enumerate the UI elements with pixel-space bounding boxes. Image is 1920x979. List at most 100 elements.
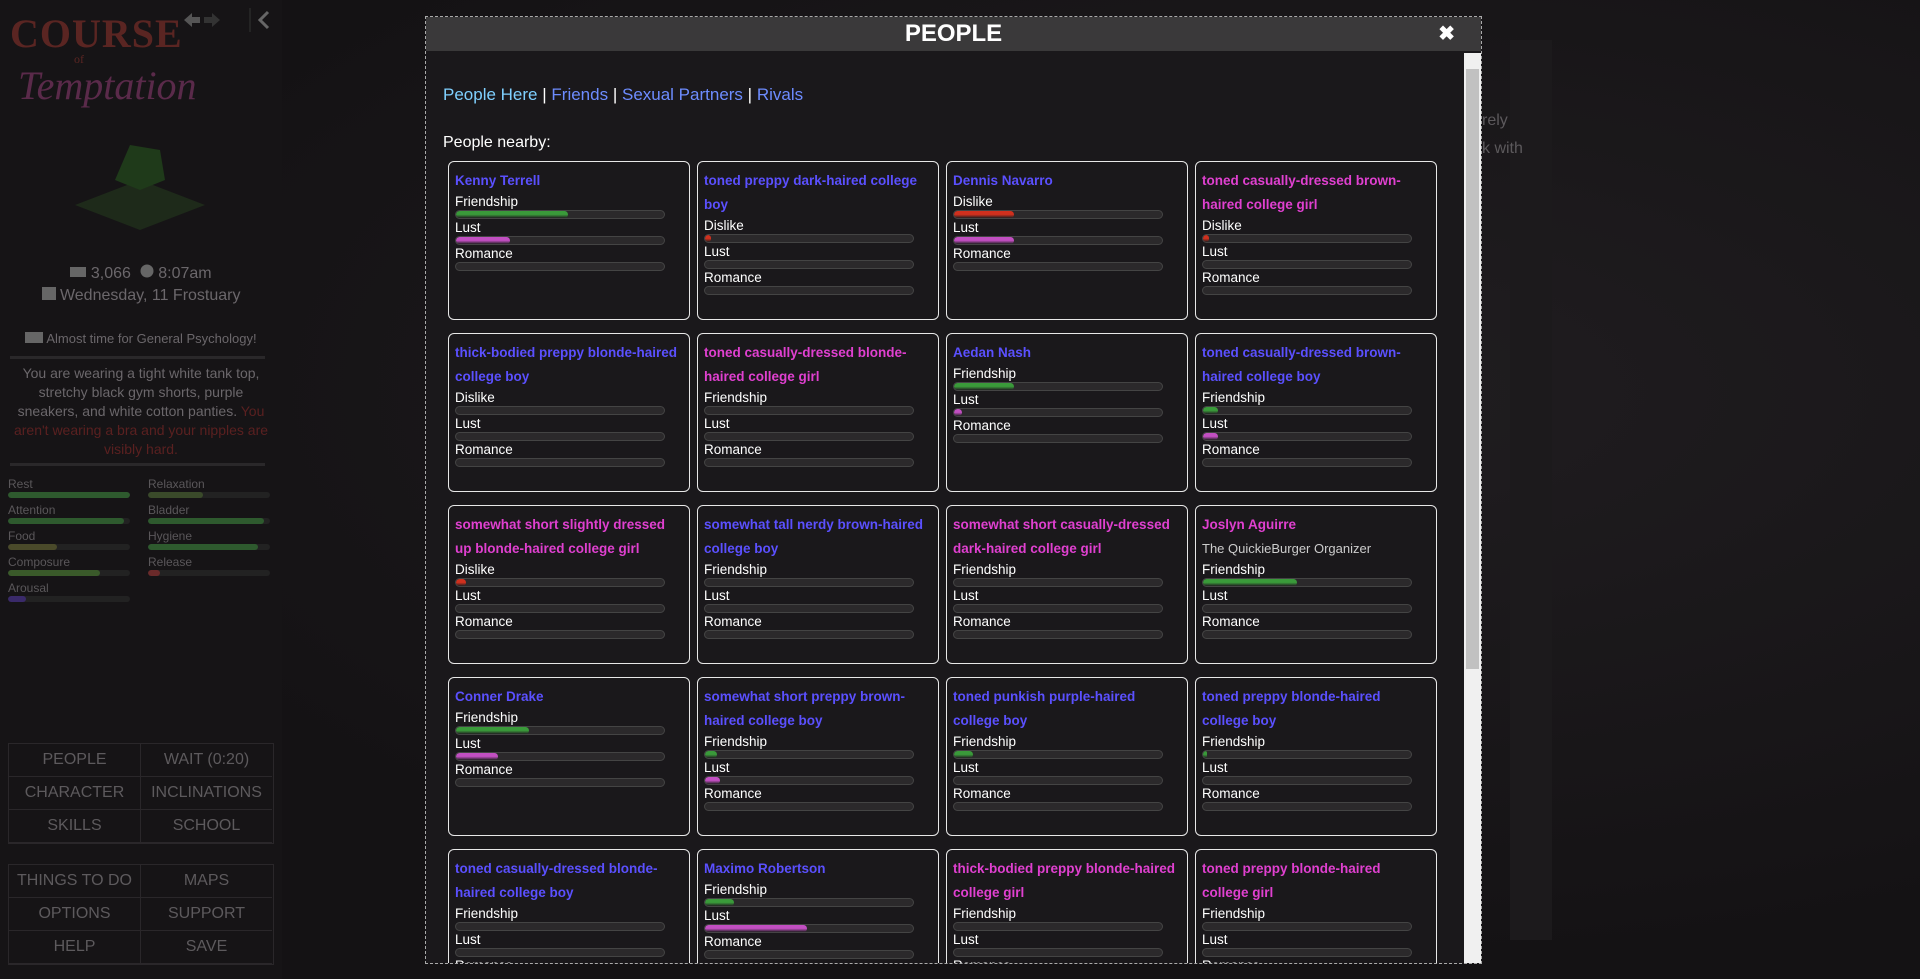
menu-button[interactable]: SUPPORT xyxy=(141,898,272,931)
menu-button[interactable]: WAIT (0:20) xyxy=(141,744,272,777)
person-card: thick-bodied preppy blonde-haired colleg… xyxy=(448,333,690,492)
bar-label: Lust xyxy=(1202,244,1228,259)
person-name[interactable]: toned preppy blonde-haired college boy xyxy=(1202,689,1381,728)
tab[interactable]: People Here xyxy=(443,85,538,104)
person-name[interactable]: somewhat short slightly dressed up blond… xyxy=(455,517,666,556)
bar-label: Lust xyxy=(455,736,481,751)
stat: Arousal xyxy=(8,581,130,602)
tab[interactable]: Friends xyxy=(551,85,609,104)
bar-track xyxy=(455,432,665,441)
person-name[interactable]: toned casually-dressed blonde-haired col… xyxy=(704,345,907,384)
bar-fill xyxy=(456,753,498,760)
bar-label: Lust xyxy=(953,588,979,603)
bar-label: Romance xyxy=(455,442,513,457)
menu-button[interactable]: SAVE xyxy=(141,931,272,964)
bar-track xyxy=(953,236,1163,245)
bar-track xyxy=(704,578,914,587)
menu-button[interactable]: SKILLS xyxy=(9,810,141,843)
bar-label: Lust xyxy=(704,588,730,603)
person-name[interactable]: somewhat tall nerdy brown-haired college… xyxy=(704,517,924,556)
stat-fill xyxy=(8,544,57,550)
bar-track xyxy=(704,950,914,959)
menu-button[interactable]: THINGS TO DO xyxy=(9,865,141,898)
close-button[interactable]: ✖ xyxy=(1438,23,1455,45)
person-name[interactable]: Aedan Nash xyxy=(953,345,1032,360)
bar-track xyxy=(704,802,914,811)
person-name[interactable]: Dennis Navarro xyxy=(953,173,1053,188)
stat-label: Relaxation xyxy=(148,477,205,491)
person-card: somewhat tall nerdy brown-haired college… xyxy=(697,505,939,664)
person-name[interactable]: somewhat short preppy brown-haired colle… xyxy=(704,689,906,728)
menu-button[interactable]: MAPS xyxy=(141,865,272,898)
person-name[interactable]: somewhat short casually-dressed dark-hai… xyxy=(953,517,1170,556)
person-name[interactable]: Kenny Terrell xyxy=(455,173,541,188)
person-card: toned preppy blonde-haired college girl F… xyxy=(1195,849,1437,963)
bar-fill xyxy=(1203,407,1218,414)
person-name[interactable]: thick-bodied preppy blonde-haired colleg… xyxy=(455,345,678,384)
person-name[interactable]: toned punkish purple-haired college boy xyxy=(953,689,1136,728)
scroll-thumb[interactable] xyxy=(1466,69,1479,669)
bar-track xyxy=(953,630,1163,639)
stat-label: Bladder xyxy=(148,503,190,517)
bar-track xyxy=(953,262,1163,271)
menu-button[interactable]: PEOPLE xyxy=(9,744,141,777)
bar-track xyxy=(455,948,665,957)
person-name[interactable]: toned casually-dressed blonde-haired col… xyxy=(455,861,658,900)
person-name[interactable]: toned casually-dressed brown-haired coll… xyxy=(1202,345,1401,384)
bar-label: Romance xyxy=(1202,270,1260,285)
bar-fill xyxy=(705,925,807,932)
bar-label: Romance xyxy=(1202,786,1260,801)
person-name[interactable]: Maximo Robertson xyxy=(704,861,826,876)
bar-track xyxy=(953,382,1163,391)
stat-track xyxy=(148,570,270,576)
bar-track xyxy=(704,406,914,415)
scrollbar[interactable] xyxy=(1464,53,1481,963)
bar-label: Lust xyxy=(704,908,730,923)
menu-button[interactable]: OPTIONS xyxy=(9,898,141,931)
person-card: Maximo Robertson Friendship Lust Romance xyxy=(697,849,939,963)
person-card: Conner Drake Friendship Lust Romance xyxy=(448,677,690,836)
person-card: toned preppy dark-haired college boy Disl… xyxy=(697,161,939,320)
menu-button[interactable]: SCHOOL xyxy=(141,810,272,843)
bar-track xyxy=(953,750,1163,759)
tabs: People Here | Friends | Sexual Partners … xyxy=(443,85,803,105)
menu-button[interactable]: CHARACTER xyxy=(9,777,141,810)
stat-track xyxy=(148,518,270,524)
bar-track xyxy=(704,234,914,243)
menu-button[interactable]: INCLINATIONS xyxy=(141,777,272,810)
bar-label: Lust xyxy=(1202,760,1228,775)
stat-label: Release xyxy=(148,555,193,569)
calendar-icon xyxy=(41,287,56,300)
bar-track xyxy=(1202,260,1412,269)
bar-track xyxy=(455,630,665,639)
menu: PEOPLE WAIT (0:20) CHARACTER INCLINATIONS SK… xyxy=(8,743,274,844)
separator: | xyxy=(747,85,753,104)
bar-track xyxy=(704,776,914,785)
person-name[interactable]: Conner Drake xyxy=(455,689,544,704)
tab[interactable]: Sexual Partners xyxy=(621,85,743,104)
time: 8:07am xyxy=(158,265,212,282)
section-label: People nearby: xyxy=(443,134,551,151)
person-card: thick-bodied preppy blonde-haired colleg… xyxy=(946,849,1188,963)
bar-track xyxy=(455,752,665,761)
bar-track xyxy=(1202,750,1412,759)
money-icon xyxy=(70,267,87,277)
tab[interactable]: Rivals xyxy=(756,85,804,104)
person-name[interactable]: toned preppy dark-haired college boy xyxy=(704,173,918,212)
person-card: Aedan Nash Friendship Lust Romance xyxy=(946,333,1188,492)
person-name[interactable]: thick-bodied preppy blonde-haired colleg… xyxy=(953,861,1176,900)
bar-track xyxy=(953,802,1163,811)
bar-track xyxy=(953,604,1163,613)
stat-fill xyxy=(148,518,264,524)
stat: Release xyxy=(148,555,270,576)
person-name[interactable]: toned casually-dressed brown-haired coll… xyxy=(1202,173,1401,212)
bar-fill xyxy=(954,383,1015,390)
logo: of xyxy=(74,52,84,66)
bar-label: Friendship xyxy=(953,562,1017,577)
bar-label: Dislike xyxy=(704,218,744,233)
status-line: 3,066 8:07am xyxy=(0,264,282,283)
person-name[interactable]: Joslyn Aguirre xyxy=(1202,517,1297,532)
bar-track xyxy=(704,458,914,467)
menu-button[interactable]: HELP xyxy=(9,931,141,964)
person-name[interactable]: toned preppy blonde-haired college girl xyxy=(1202,861,1381,900)
